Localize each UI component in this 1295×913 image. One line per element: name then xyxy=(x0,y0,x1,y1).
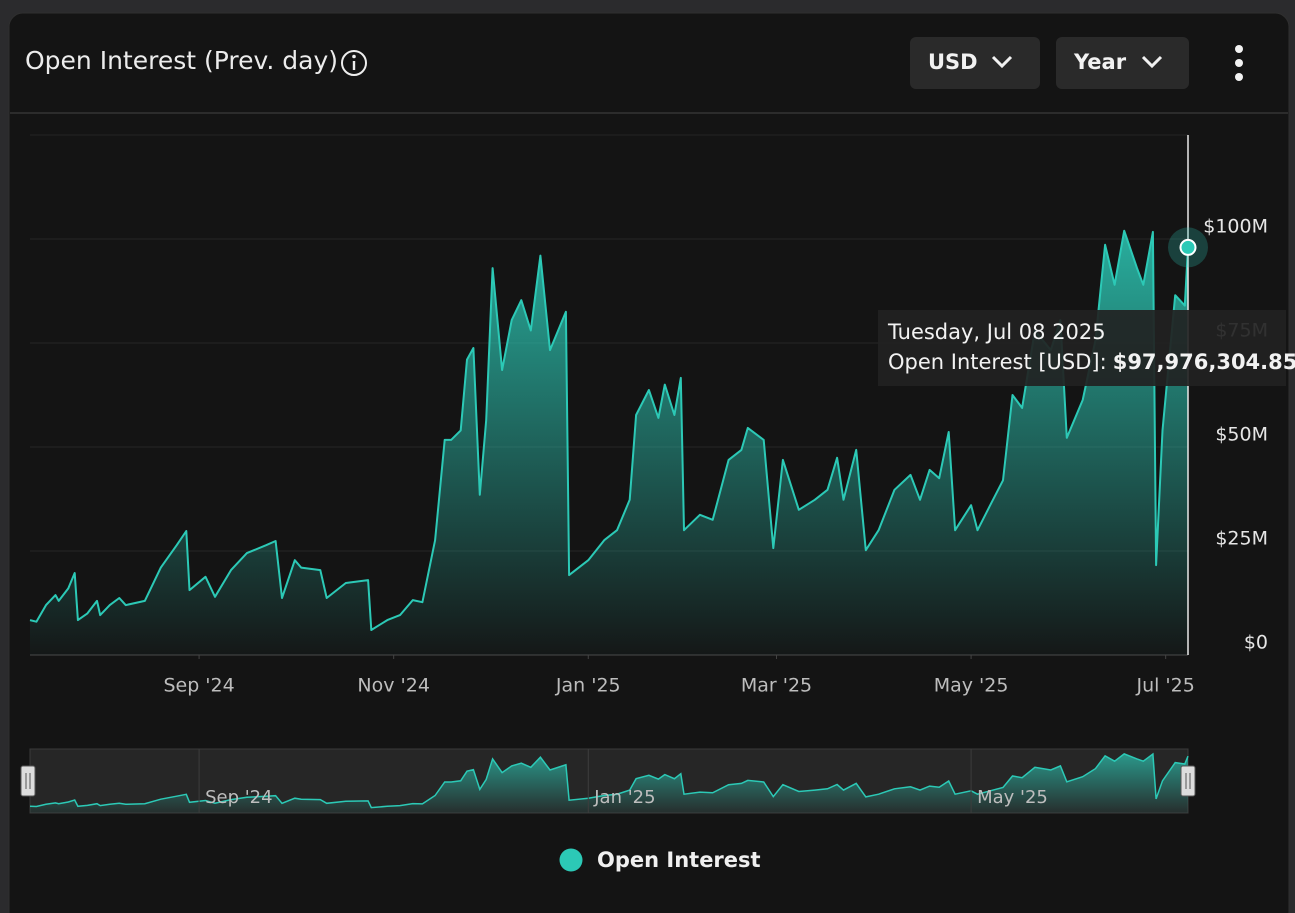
tooltip-value: Open Interest [USD]: $97,976,304.85 xyxy=(888,350,1295,374)
y-tick-label: $0 xyxy=(1244,632,1268,654)
card-title: Open Interest (Prev. day) xyxy=(25,46,338,75)
navigator-tick-label: May '25 xyxy=(977,787,1048,808)
navigator-handle[interactable] xyxy=(20,765,36,797)
legend-item[interactable]: Open Interest xyxy=(559,848,761,872)
x-tick-label: Jul '25 xyxy=(1135,675,1194,697)
navigator-handle[interactable] xyxy=(1180,765,1196,797)
navigator-tick-label: Jan '25 xyxy=(593,787,655,808)
period-label[interactable]: Year xyxy=(1073,50,1127,74)
navigator-area xyxy=(30,753,1188,813)
info-icon[interactable] xyxy=(341,50,367,76)
x-tick-label: May '25 xyxy=(934,675,1009,697)
tooltip-box xyxy=(878,310,1286,386)
handle-body[interactable] xyxy=(1180,765,1196,797)
tooltip-value-label: $97,976,304.85 xyxy=(1113,350,1295,374)
menu-button[interactable] xyxy=(1235,45,1243,81)
tooltip-series-name: Open Interest [USD]: xyxy=(888,350,1107,374)
area xyxy=(30,230,1188,655)
y-tick-label: $100M xyxy=(1203,216,1268,238)
legend-label[interactable]: Open Interest xyxy=(597,848,761,872)
currency-dropdown[interactable]: USD xyxy=(910,37,1040,89)
line xyxy=(29,229,1189,631)
handle-body[interactable] xyxy=(20,765,36,797)
period-dropdown[interactable]: Year xyxy=(1056,37,1189,89)
y-tick-label: $25M xyxy=(1215,528,1268,550)
currency-label[interactable]: USD xyxy=(928,50,978,74)
y-tick-label: $50M xyxy=(1215,424,1268,446)
hover-point xyxy=(1179,238,1197,256)
navigator-tick-label: Sep '24 xyxy=(205,787,273,808)
x-tick-label: Jan '25 xyxy=(555,675,621,697)
x-tick-label: Nov '24 xyxy=(357,675,430,697)
legend-swatch[interactable] xyxy=(559,848,583,872)
tooltip-date: Tuesday, Jul 08 2025 xyxy=(887,320,1106,344)
x-tick-label: Mar '25 xyxy=(741,675,812,697)
navigator-line xyxy=(29,752,1189,809)
x-tick-label: Sep '24 xyxy=(163,675,234,697)
